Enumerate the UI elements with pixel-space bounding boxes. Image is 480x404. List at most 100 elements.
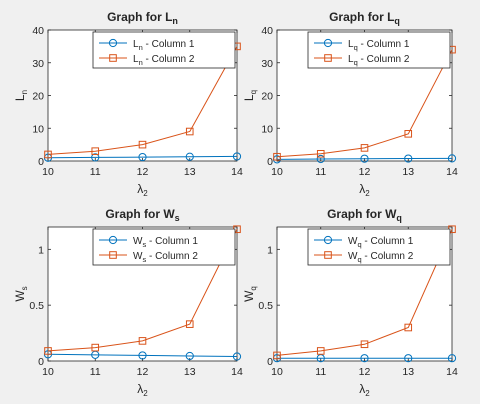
legend-label-1: Ln - Column 1: [133, 39, 195, 52]
chart-title: Graph for Ws: [105, 207, 179, 223]
chart-title: Graph for Ln: [107, 10, 178, 26]
y-tick-label: 10: [32, 123, 44, 135]
series-1-line: [47, 353, 238, 357]
y-tick-label: 20: [261, 91, 273, 103]
y-tick-label: 0: [38, 356, 44, 368]
legend-label-2: Ln - Column 2: [133, 54, 195, 67]
y-tick-label: 0: [38, 156, 44, 168]
legend-label-1: Wq - Column 1: [348, 236, 414, 249]
series-1-point: [185, 351, 194, 361]
x-tick-label: 13: [402, 166, 414, 178]
legend-label-2: Ws - Column 2: [133, 251, 198, 264]
x-axis-label: λ2: [137, 382, 148, 398]
legend-marker-2: [324, 54, 332, 62]
x-tick-label: 10: [42, 366, 54, 378]
y-tick-label: 0.5: [258, 300, 273, 312]
series-2-point: [360, 144, 369, 152]
legend-label-2: Wq - Column 2: [348, 251, 414, 264]
y-tick-label: 1: [267, 244, 273, 256]
series-2-point: [138, 140, 147, 149]
y-axis-label: Lq: [242, 90, 258, 101]
y-tick-label: 0: [267, 356, 273, 368]
x-axis-label: λ2: [359, 382, 370, 398]
y-axis-label: Wq: [242, 286, 258, 302]
series-2-line: [276, 228, 453, 356]
x-tick-label: 13: [184, 366, 196, 378]
x-tick-label: 12: [359, 366, 371, 378]
series-1-line: [276, 157, 453, 160]
y-tick-label: 30: [261, 58, 273, 70]
x-tick-label: 12: [359, 166, 371, 178]
series-1-line: [47, 155, 238, 159]
series-1-point: [232, 152, 242, 161]
series-1-point: [91, 153, 100, 162]
chart-panel-3: Graph for Ws 10 11 12 13 14 0 0.5 1 λ2 Ws Ws - Colu…: [13, 207, 243, 398]
y-tick-label: 20: [32, 91, 44, 103]
x-tick-label: 10: [42, 166, 54, 178]
y-tick-label: 1: [38, 244, 44, 256]
x-axis-label: λ2: [359, 182, 370, 198]
legend: [307, 228, 451, 266]
series-2-line: [276, 49, 453, 158]
x-tick-label: 12: [137, 366, 149, 378]
chart-title: Graph for Lq: [329, 10, 400, 26]
series-1-point: [360, 154, 369, 163]
chart-title: Graph for Wq: [327, 207, 402, 223]
series-1-point: [185, 152, 194, 161]
y-axis-label-group: Lq: [242, 90, 258, 101]
x-tick-label: 10: [271, 166, 283, 178]
series-2-point: [273, 152, 281, 161]
y-tick-label: 30: [32, 58, 44, 70]
y-tick-label: 40: [32, 25, 44, 37]
x-tick-label: 13: [402, 366, 414, 378]
legend-marker-1: [323, 235, 333, 245]
legend-marker-2: [109, 251, 117, 259]
y-axis-label-group: Ws: [13, 286, 29, 301]
x-tick-label: 12: [137, 166, 149, 178]
x-tick-label: 14: [231, 366, 243, 378]
x-axis-label: λ2: [137, 182, 148, 198]
series-2-point: [185, 320, 194, 328]
series-1-point: [138, 351, 147, 360]
series-1-point: [404, 354, 413, 363]
legend-label-1: Lq - Column 1: [348, 39, 410, 52]
y-axis-label-group: Wq: [242, 286, 258, 302]
chart-panel-4: Graph for Wq 10 11 12 13 14 0 0.5 1 λ2 Wq Wq - Colu…: [242, 207, 458, 398]
x-tick-label: 14: [231, 166, 243, 178]
series-2-point: [404, 130, 413, 138]
y-axis-label-group: Ln: [13, 90, 29, 101]
series-1-point: [316, 154, 325, 164]
series-2-point: [360, 340, 369, 349]
series-1-point: [360, 354, 369, 363]
x-tick-label: 11: [90, 166, 101, 178]
legend-marker-1: [108, 38, 118, 48]
series-2-line: [47, 46, 238, 155]
legend-label-1: Ws - Column 1: [133, 236, 198, 249]
series-2-point: [316, 347, 325, 355]
series-2-point: [91, 343, 100, 352]
x-tick-label: 10: [271, 366, 283, 378]
y-axis-label: Ln: [13, 90, 29, 101]
legend-marker-1: [108, 235, 118, 245]
x-tick-label: 13: [184, 166, 196, 178]
legend: [92, 228, 236, 266]
series-1-point: [447, 354, 457, 363]
x-tick-label: 11: [315, 366, 326, 378]
legend: [92, 31, 236, 69]
y-axis-label: Ws: [13, 286, 29, 301]
series-2-point: [185, 127, 194, 136]
x-tick-label: 11: [315, 166, 326, 178]
legend-marker-1: [323, 38, 333, 48]
series-1-point: [447, 154, 457, 163]
series-2-point: [44, 347, 52, 355]
y-tick-label: 40: [261, 25, 273, 37]
y-tick-label: 0: [267, 156, 273, 168]
series-2-point: [273, 351, 281, 360]
legend-marker-2: [109, 54, 117, 62]
legend: [307, 31, 451, 69]
series-2-point: [44, 150, 52, 159]
x-tick-label: 14: [446, 366, 458, 378]
y-tick-label: 0.5: [29, 300, 44, 312]
